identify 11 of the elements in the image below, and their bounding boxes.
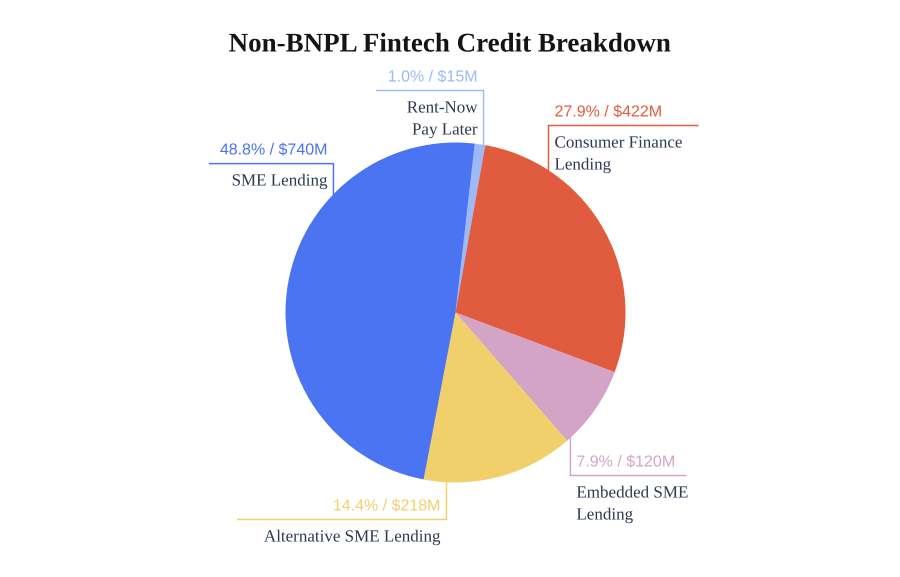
data-label: 48.8% / $740M	[220, 142, 328, 159]
slice-label: Alternative SME Lending	[264, 526, 441, 546]
data-label: 1.0% / $15M	[388, 68, 478, 86]
slice-label: Embedded SME Lending	[576, 482, 688, 524]
data-label: 27.9% / $422M	[554, 104, 662, 120]
data-label: 14.4% / $218M	[332, 498, 440, 515]
slice-label: Rent-Now Pay Later	[406, 97, 478, 138]
chart-title: Non-BNPL Fintech Credit Breakdown	[228, 28, 671, 58]
data-label: 7.9% / $120M	[576, 454, 676, 471]
slice-label: Consumer Finance Lending	[554, 132, 682, 174]
slice-label: SME Lending	[232, 170, 328, 190]
